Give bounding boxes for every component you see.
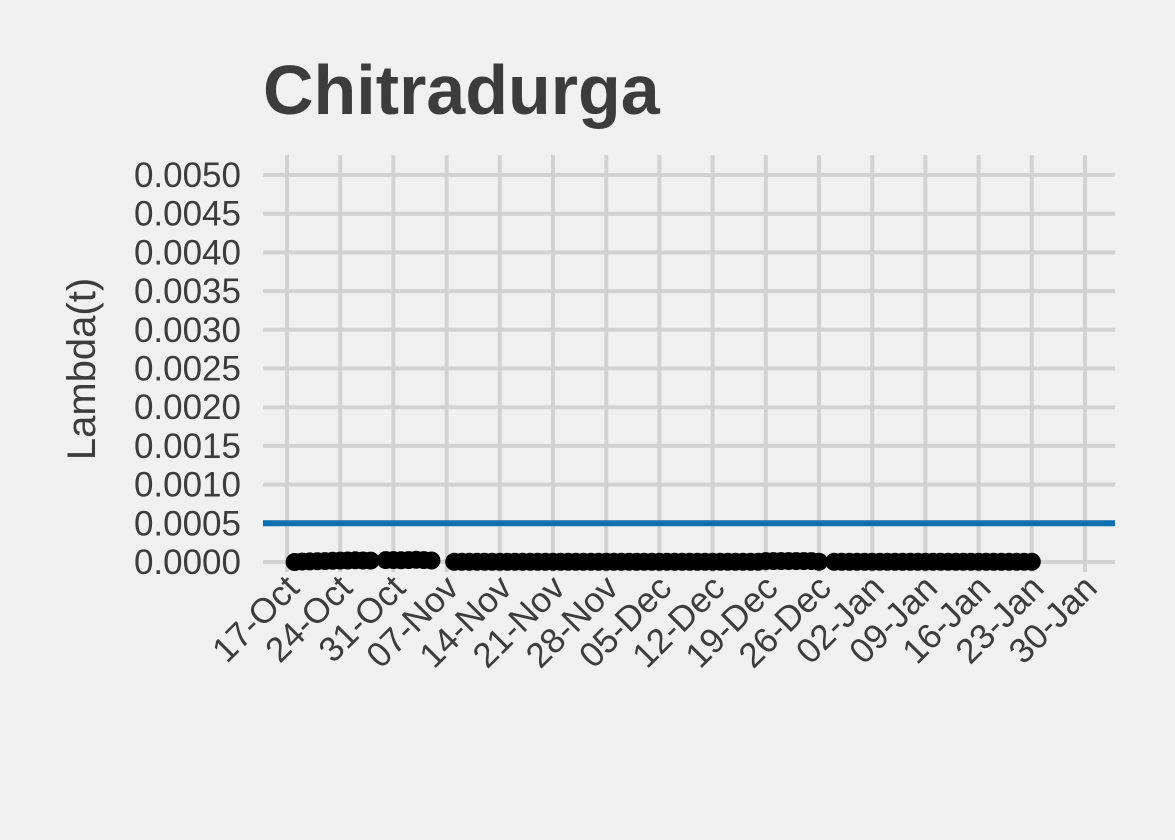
data-point [1022, 552, 1041, 571]
y-tick-label: 0.0015 [134, 427, 241, 466]
y-tick-label: 0.0050 [134, 156, 241, 195]
y-tick-labels: 0.00500.00450.00400.00350.00300.00250.00… [134, 156, 241, 582]
data-point [361, 551, 380, 570]
x-tick-labels: 17-Oct24-Oct31-Oct07-Nov14-Nov21-Nov28-N… [205, 568, 1105, 676]
grid [263, 155, 1115, 572]
y-axis-label: Lambda(t) [60, 278, 104, 460]
y-tick-label: 0.0005 [134, 504, 241, 543]
y-tick-label: 0.0035 [134, 272, 241, 311]
y-tick-label: 0.0040 [134, 233, 241, 272]
y-tick-label: 0.0000 [134, 543, 241, 582]
series-layer [285, 550, 1041, 571]
y-tick-label: 0.0020 [134, 388, 241, 427]
y-tick-label: 0.0030 [134, 311, 241, 350]
data-point [422, 551, 441, 570]
y-tick-label: 0.0010 [134, 466, 241, 505]
chart-title: Chitradurga [263, 51, 661, 129]
data-point [810, 552, 828, 571]
y-tick-label: 0.0025 [134, 350, 241, 389]
y-tick-label: 0.0045 [134, 195, 241, 234]
